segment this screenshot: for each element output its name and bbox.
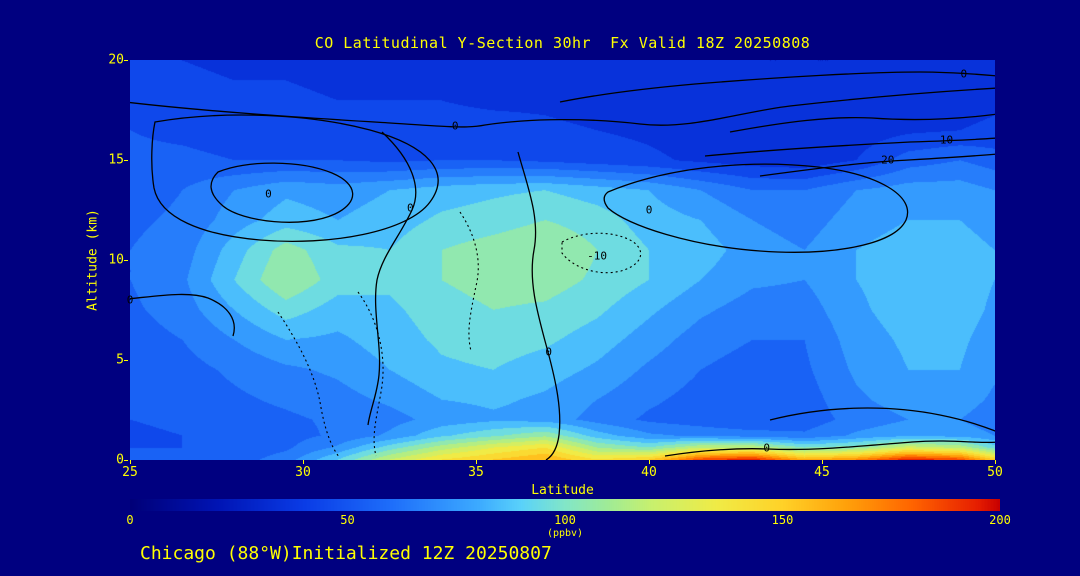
plot-area: 0 0 10 20 0 0 0 -10 0 0 0	[126, 60, 995, 460]
contour-lines	[130, 71, 995, 460]
contour-label: 0	[451, 119, 459, 133]
contour-label: 0	[126, 293, 134, 307]
contour-line-solid	[130, 87, 995, 128]
x-tick-label: 40	[641, 465, 657, 480]
footer-caption: Chicago (88°W)Initialized 12Z 20250807	[140, 543, 552, 564]
y-tick-mark	[124, 60, 128, 61]
contour-label: 20	[881, 153, 895, 167]
x-tick-mark	[130, 460, 131, 464]
y-tick-label: 5	[116, 352, 124, 368]
x-tick-label: 25	[122, 465, 138, 480]
colorbar-ticks: 0 50 100 150 200	[0, 513, 1080, 527]
contour-label: 0	[763, 441, 770, 455]
x-tick-mark	[476, 460, 477, 464]
contour-label: 0	[645, 203, 653, 217]
contour-label: 0	[265, 187, 272, 201]
y-tick-mark	[124, 260, 128, 261]
contour-label: 0	[960, 67, 968, 81]
contour-label: 0	[545, 345, 552, 359]
x-tick-mark	[649, 460, 650, 464]
y-axis-ticks: 0 5 10 15 20	[86, 53, 128, 468]
colorbar-tick-label: 100	[554, 513, 576, 527]
x-axis-ticks: 25 30 35 40 45 50	[0, 460, 1080, 481]
x-tick-mark	[822, 460, 823, 464]
x-tick-mark	[303, 460, 304, 464]
y-tick-mark	[124, 160, 128, 161]
colorbar-tick-label: 150	[771, 513, 794, 527]
contour-label: -10	[587, 249, 608, 263]
contour-line-solid	[559, 71, 995, 103]
contour-line-dotted	[459, 211, 479, 352]
contour-line-solid	[729, 113, 995, 133]
contour-line-solid	[367, 131, 417, 426]
y-tick-label: 0	[116, 452, 124, 468]
colorbar	[130, 499, 1000, 511]
contour-line-solid	[769, 407, 995, 432]
x-tick-label: 50	[987, 465, 1003, 480]
y-tick-mark	[124, 360, 128, 361]
colorbar-units-label: (ppbv)	[546, 528, 584, 539]
contour-line-solid	[210, 162, 354, 223]
colorbar-tick-label: 50	[340, 513, 355, 527]
y-tick-label: 20	[108, 52, 124, 68]
colorbar-tick-label: 0	[126, 513, 134, 527]
contour-line-solid	[517, 151, 561, 460]
x-tick-label: 30	[295, 465, 311, 480]
contour-line-solid	[603, 163, 909, 253]
contour-line-dotted	[357, 291, 384, 457]
y-tick-label: 10	[108, 252, 124, 268]
contour-line-solid	[151, 114, 439, 243]
x-tick-label: 45	[814, 465, 830, 480]
heatmap-canvas	[130, 60, 995, 460]
contour-line-solid	[704, 137, 995, 157]
plot-title: CO Latitudinal Y-Section 30hr Fx Valid 1…	[314, 34, 811, 52]
y-tick-mark	[124, 460, 128, 461]
contour-label: 0	[406, 201, 414, 215]
y-tick-label: 15	[108, 152, 124, 168]
contour-line-dotted	[277, 311, 341, 459]
contour-line-solid	[759, 153, 995, 177]
contour-line-solid	[130, 293, 235, 337]
contour-label: 10	[939, 133, 954, 147]
x-axis-label: Latitude	[531, 483, 594, 498]
contour-line-solid	[664, 440, 995, 457]
x-tick-mark	[995, 460, 996, 464]
contour-line-dotted	[561, 232, 642, 274]
x-tick-label: 35	[468, 465, 484, 480]
colorbar-tick-label: 200	[989, 513, 1011, 527]
